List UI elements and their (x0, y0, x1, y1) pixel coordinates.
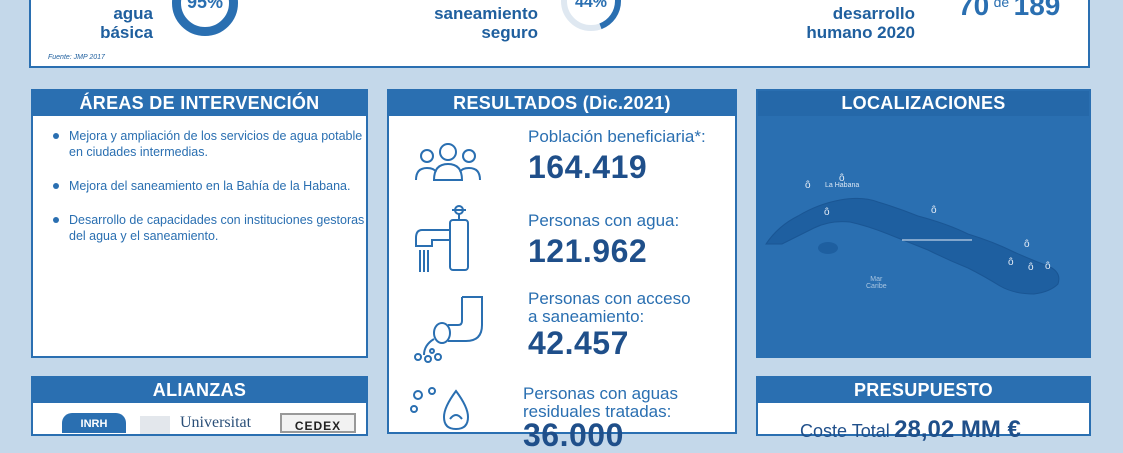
result-value: 121.962 (528, 233, 648, 269)
result-label-line1: Personas con aguas (523, 384, 678, 403)
university-logo-icon (140, 416, 170, 434)
areas-title: ÁREAS DE INTERVENCIÓN (33, 91, 366, 116)
results-panel: RESULTADOS (Dic.2021) (387, 89, 737, 434)
sanitation-percent: 44% (574, 0, 608, 11)
result-label-line2: a saneamiento: (528, 307, 645, 326)
cuba-map (765, 197, 1060, 295)
ring-fill (561, 0, 621, 31)
development-label: desarrollo humano 2020 (780, 4, 915, 42)
result-label-line2: residuales tratadas: (523, 402, 672, 421)
map-pin-icon[interactable]: ô (839, 173, 845, 184)
water-percent: 95% (186, 0, 224, 12)
map-pin-icon[interactable]: ô (824, 207, 830, 218)
rank-value: 70 (958, 0, 990, 21)
sanitation-percent-ring (561, 0, 621, 31)
result-label: Personas con acceso a saneamiento: (528, 290, 691, 326)
budget-title: PRESUPUESTO (758, 378, 1089, 403)
development-label-line2: humano 2020 (806, 23, 915, 42)
list-item: Mejora y ampliación de los servicios de … (33, 128, 366, 160)
water-label: agua básica (98, 4, 153, 42)
cedex-logo: CEDEX (280, 413, 356, 433)
map-sea-line2: Caribe (866, 283, 887, 290)
water-percent-ring (172, 0, 238, 36)
inrh-logo: INRH (62, 413, 126, 433)
map-city-label: La Habana (825, 182, 860, 189)
budget-line: Coste Total 28,02 MM € (800, 416, 1021, 444)
areas-panel: ÁREAS DE INTERVENCIÓN Mejora y ampliació… (31, 89, 368, 358)
bullet-icon (53, 217, 59, 223)
map-pin-icon[interactable]: ô (931, 205, 937, 216)
water-label-line2: básica (100, 23, 153, 42)
area-text: Mejora y ampliación de los servicios de … (69, 129, 363, 159)
budget-cost-label: Coste Total (800, 421, 890, 441)
map-pin-icon[interactable]: ô (1008, 257, 1014, 268)
people-group-icon (415, 143, 481, 181)
result-label: Población beneficiaria*: (528, 127, 706, 146)
sanitation-label: saneamiento seguro (408, 4, 538, 42)
development-label-line1: desarrollo (832, 4, 915, 23)
area-text: Desarrollo de capacidades con institucio… (69, 213, 365, 243)
area-text: Mejora del saneamiento en la Bahía de la… (69, 179, 351, 193)
results-title: RESULTADOS (Dic.2021) (389, 91, 735, 116)
development-rank: 70 de 189 (958, 0, 1060, 22)
map-sea-label: Mar Caribe (866, 276, 887, 290)
wastewater-drop-icon (410, 387, 470, 430)
map-pin-icon[interactable]: ô (805, 180, 811, 191)
list-item: Mejora del saneamiento en la Bahía de la… (33, 178, 366, 194)
result-label-line1: Personas con acceso (528, 289, 691, 308)
result-label: Personas con aguas residuales tratadas: (523, 385, 678, 421)
university-logo-text: Universitat (180, 414, 252, 431)
map-pin-icon[interactable]: ô (1028, 262, 1034, 273)
sewage-pipe-icon (414, 296, 483, 363)
result-value: 164.419 (528, 149, 648, 185)
budget-panel: PRESUPUESTO (756, 376, 1091, 436)
isla-juventud (818, 242, 838, 254)
bullet-icon (53, 183, 59, 189)
island-shape (765, 197, 1060, 295)
sanitation-label-line2: seguro (481, 23, 538, 42)
bullet-icon (53, 133, 59, 139)
alliances-title: ALIANZAS (33, 378, 366, 403)
result-value: 42.457 (528, 325, 629, 361)
rank-total: 189 (1013, 0, 1061, 21)
result-value: 36.000 (523, 417, 624, 453)
list-item: Desarrollo de capacidades con institucio… (33, 212, 366, 244)
sanitation-label-line1: saneamiento (434, 4, 538, 23)
water-tap-icon (415, 205, 469, 272)
locations-title: LOCALIZACIONES (758, 91, 1089, 116)
source-note: Fuente: JMP 2017 (48, 54, 105, 61)
water-label-line1: agua (113, 4, 153, 23)
result-label: Personas con agua: (528, 211, 680, 230)
areas-list: Mejora y ampliación de los servicios de … (33, 128, 366, 244)
map-pin-icon[interactable]: ô (1045, 261, 1051, 272)
locations-panel: LOCALIZACIONES (756, 89, 1091, 358)
rank-de: de (993, 0, 1010, 10)
map-pin-icon[interactable]: ô (1024, 239, 1030, 250)
map-sea-line1: Mar (870, 276, 883, 283)
